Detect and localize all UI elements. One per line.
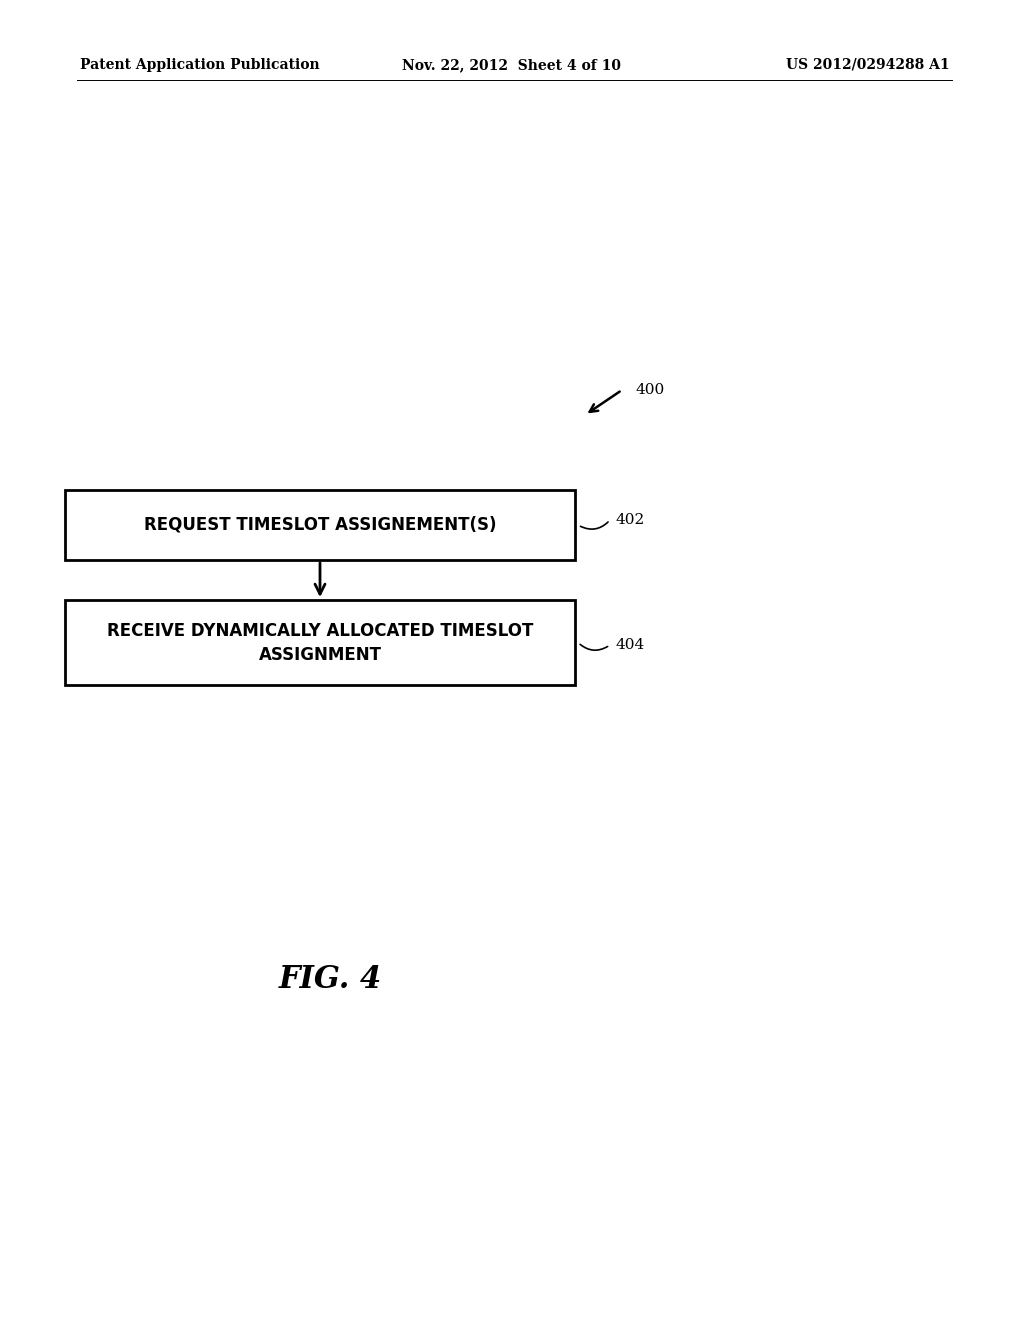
Bar xyxy=(65,601,575,685)
Text: 402: 402 xyxy=(615,513,644,527)
Bar xyxy=(65,490,575,560)
Text: RECEIVE DYNAMICALLY ALLOCATED TIMESLOT: RECEIVE DYNAMICALLY ALLOCATED TIMESLOT xyxy=(106,622,534,639)
Text: FIG. 4: FIG. 4 xyxy=(279,965,382,995)
Text: REQUEST TIMESLOT ASSIGNEMENT(S): REQUEST TIMESLOT ASSIGNEMENT(S) xyxy=(143,516,497,535)
Text: 404: 404 xyxy=(615,638,644,652)
Text: Nov. 22, 2012  Sheet 4 of 10: Nov. 22, 2012 Sheet 4 of 10 xyxy=(402,58,622,73)
Text: Patent Application Publication: Patent Application Publication xyxy=(80,58,319,73)
Text: US 2012/0294288 A1: US 2012/0294288 A1 xyxy=(786,58,950,73)
Text: 400: 400 xyxy=(635,383,665,397)
Text: ASSIGNMENT: ASSIGNMENT xyxy=(258,647,382,664)
